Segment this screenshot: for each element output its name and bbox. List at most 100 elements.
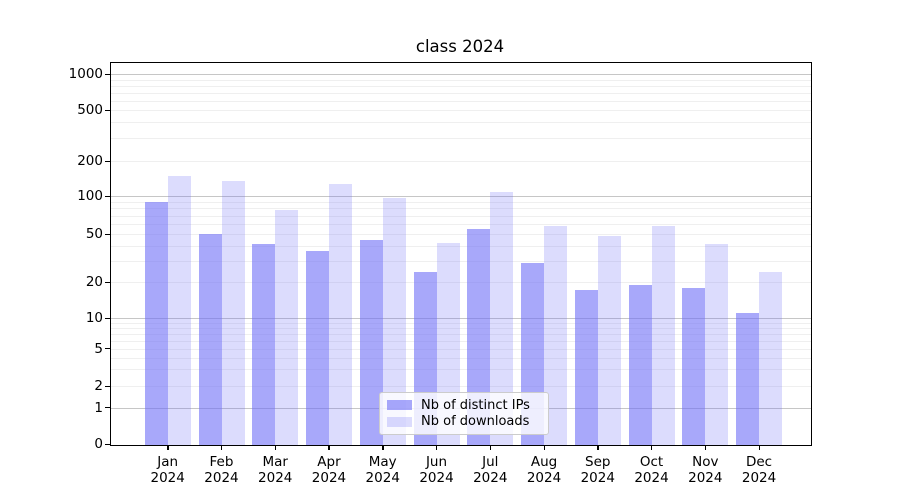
x-tick-label-jul: Jul 2024: [473, 454, 508, 486]
y-tick-label: 100: [77, 188, 103, 204]
major-gridline: [111, 74, 811, 75]
bar-downloads-dec: [759, 272, 783, 445]
x-tick-label-jan: Jan 2024: [150, 454, 185, 486]
bar-distinct-ips-apr: [306, 251, 329, 445]
y-tick-label: 50: [85, 226, 103, 242]
minor-gridline: [111, 224, 811, 225]
major-gridline: [111, 196, 811, 197]
minor-gridline: [111, 215, 811, 217]
x-tick-label-jun: Jun 2024: [419, 454, 454, 486]
x-tick-mark: [167, 446, 169, 450]
bar-downloads-jul: [490, 192, 514, 445]
y-tick-label: 200: [77, 153, 103, 169]
minor-gridline: [111, 333, 811, 335]
y-tick-mark: [105, 348, 110, 350]
x-tick-mark: [328, 446, 330, 450]
y-tick-mark: [105, 73, 110, 75]
x-tick-mark: [382, 446, 384, 450]
y-tick-label: 5: [94, 340, 103, 357]
y-tick-label: 1000: [68, 66, 103, 82]
minor-gridline: [111, 138, 811, 140]
x-tick-mark: [489, 446, 492, 450]
minor-gridline: [111, 282, 811, 283]
bar-downloads-aug: [544, 225, 567, 445]
legend: Nb of distinct IPs Nb of downloads: [379, 392, 549, 435]
minor-gridline: [111, 327, 811, 329]
plot-area: Nb of distinct IPs Nb of downloads: [110, 62, 812, 446]
legend-swatch-downloads: [387, 416, 412, 427]
chart-title: class 2024: [415, 37, 505, 56]
legend-label-downloads: Nb of downloads: [421, 414, 530, 430]
y-tick-label: 0: [94, 436, 103, 452]
minor-gridline: [111, 100, 811, 102]
x-tick-label-apr: Apr 2024: [311, 454, 347, 486]
minor-gridline: [111, 85, 811, 87]
legend-item-distinct-ips: Nb of distinct IPs: [387, 397, 539, 414]
minor-gridline: [111, 369, 811, 371]
minor-gridline: [111, 260, 811, 262]
x-tick-label-sep: Sep 2024: [580, 454, 615, 486]
x-tick-label-feb: Feb 2024: [204, 454, 239, 486]
bar-downloads-mar: [275, 210, 299, 445]
bar-downloads-apr: [329, 184, 352, 445]
minor-gridline: [111, 340, 811, 342]
minor-gridline: [111, 79, 811, 81]
x-tick-mark: [436, 446, 438, 450]
bar-downloads-sep: [597, 236, 621, 445]
y-tick-label: 20: [85, 274, 103, 290]
bar-distinct-ips-sep: [574, 290, 598, 445]
minor-gridline: [111, 201, 811, 203]
bar-distinct-ips-may: [359, 239, 383, 445]
minor-gridline: [111, 386, 811, 387]
bar-distinct-ips-feb: [198, 234, 222, 445]
y-tick-mark: [105, 385, 110, 387]
x-tick-label-mar: Mar 2024: [258, 454, 293, 486]
bar-downloads-nov: [705, 244, 729, 445]
y-tick-label: 1: [94, 399, 103, 416]
major-gridline: [111, 318, 811, 319]
minor-gridline: [111, 122, 811, 124]
y-tick-mark: [105, 109, 110, 111]
minor-gridline: [111, 234, 811, 235]
x-tick-mark: [704, 446, 707, 450]
bar-distinct-ips-jul: [467, 228, 491, 445]
x-tick-label-nov: Nov 2024: [688, 454, 723, 486]
x-tick-label-oct: Oct 2024: [634, 454, 669, 486]
x-tick-mark: [220, 446, 223, 450]
bar-distinct-ips-jan: [144, 201, 168, 445]
bar-downloads-may: [382, 198, 406, 445]
minor-gridline: [111, 208, 811, 210]
y-tick-label: 500: [77, 102, 103, 118]
x-tick-mark: [274, 446, 277, 450]
y-tick-mark: [105, 233, 110, 235]
y-tick-mark: [105, 317, 110, 319]
bar-downloads-jan: [167, 175, 191, 445]
bar-distinct-ips-mar: [252, 244, 276, 445]
minor-gridline: [111, 161, 811, 162]
bar-distinct-ips-dec: [736, 313, 760, 445]
bar-distinct-ips-oct: [628, 284, 652, 445]
y-tick-mark: [105, 160, 110, 162]
bar-distinct-ips-nov: [682, 287, 706, 445]
x-tick-label-aug: Aug 2024: [526, 454, 562, 486]
y-tick-mark: [105, 407, 110, 409]
y-tick-mark: [105, 443, 110, 445]
legend-label-distinct-ips: Nb of distinct IPs: [421, 397, 530, 413]
minor-gridline: [111, 110, 811, 111]
minor-gridline: [111, 322, 811, 324]
legend-item-downloads: Nb of downloads: [387, 414, 539, 431]
minor-gridline: [111, 92, 811, 94]
y-tick-label: 2: [94, 378, 103, 394]
minor-gridline: [111, 245, 811, 247]
y-tick-mark: [105, 195, 110, 197]
x-tick-mark: [651, 446, 653, 450]
x-tick-mark: [758, 446, 760, 450]
x-tick-mark: [543, 446, 545, 450]
x-tick-label-may: May 2024: [365, 454, 400, 486]
minor-gridline: [111, 348, 811, 350]
x-tick-label-dec: Dec 2024: [741, 454, 777, 486]
legend-swatch-distinct-ips: [387, 400, 412, 411]
y-tick-mark: [105, 281, 110, 283]
minor-gridline: [111, 357, 811, 359]
